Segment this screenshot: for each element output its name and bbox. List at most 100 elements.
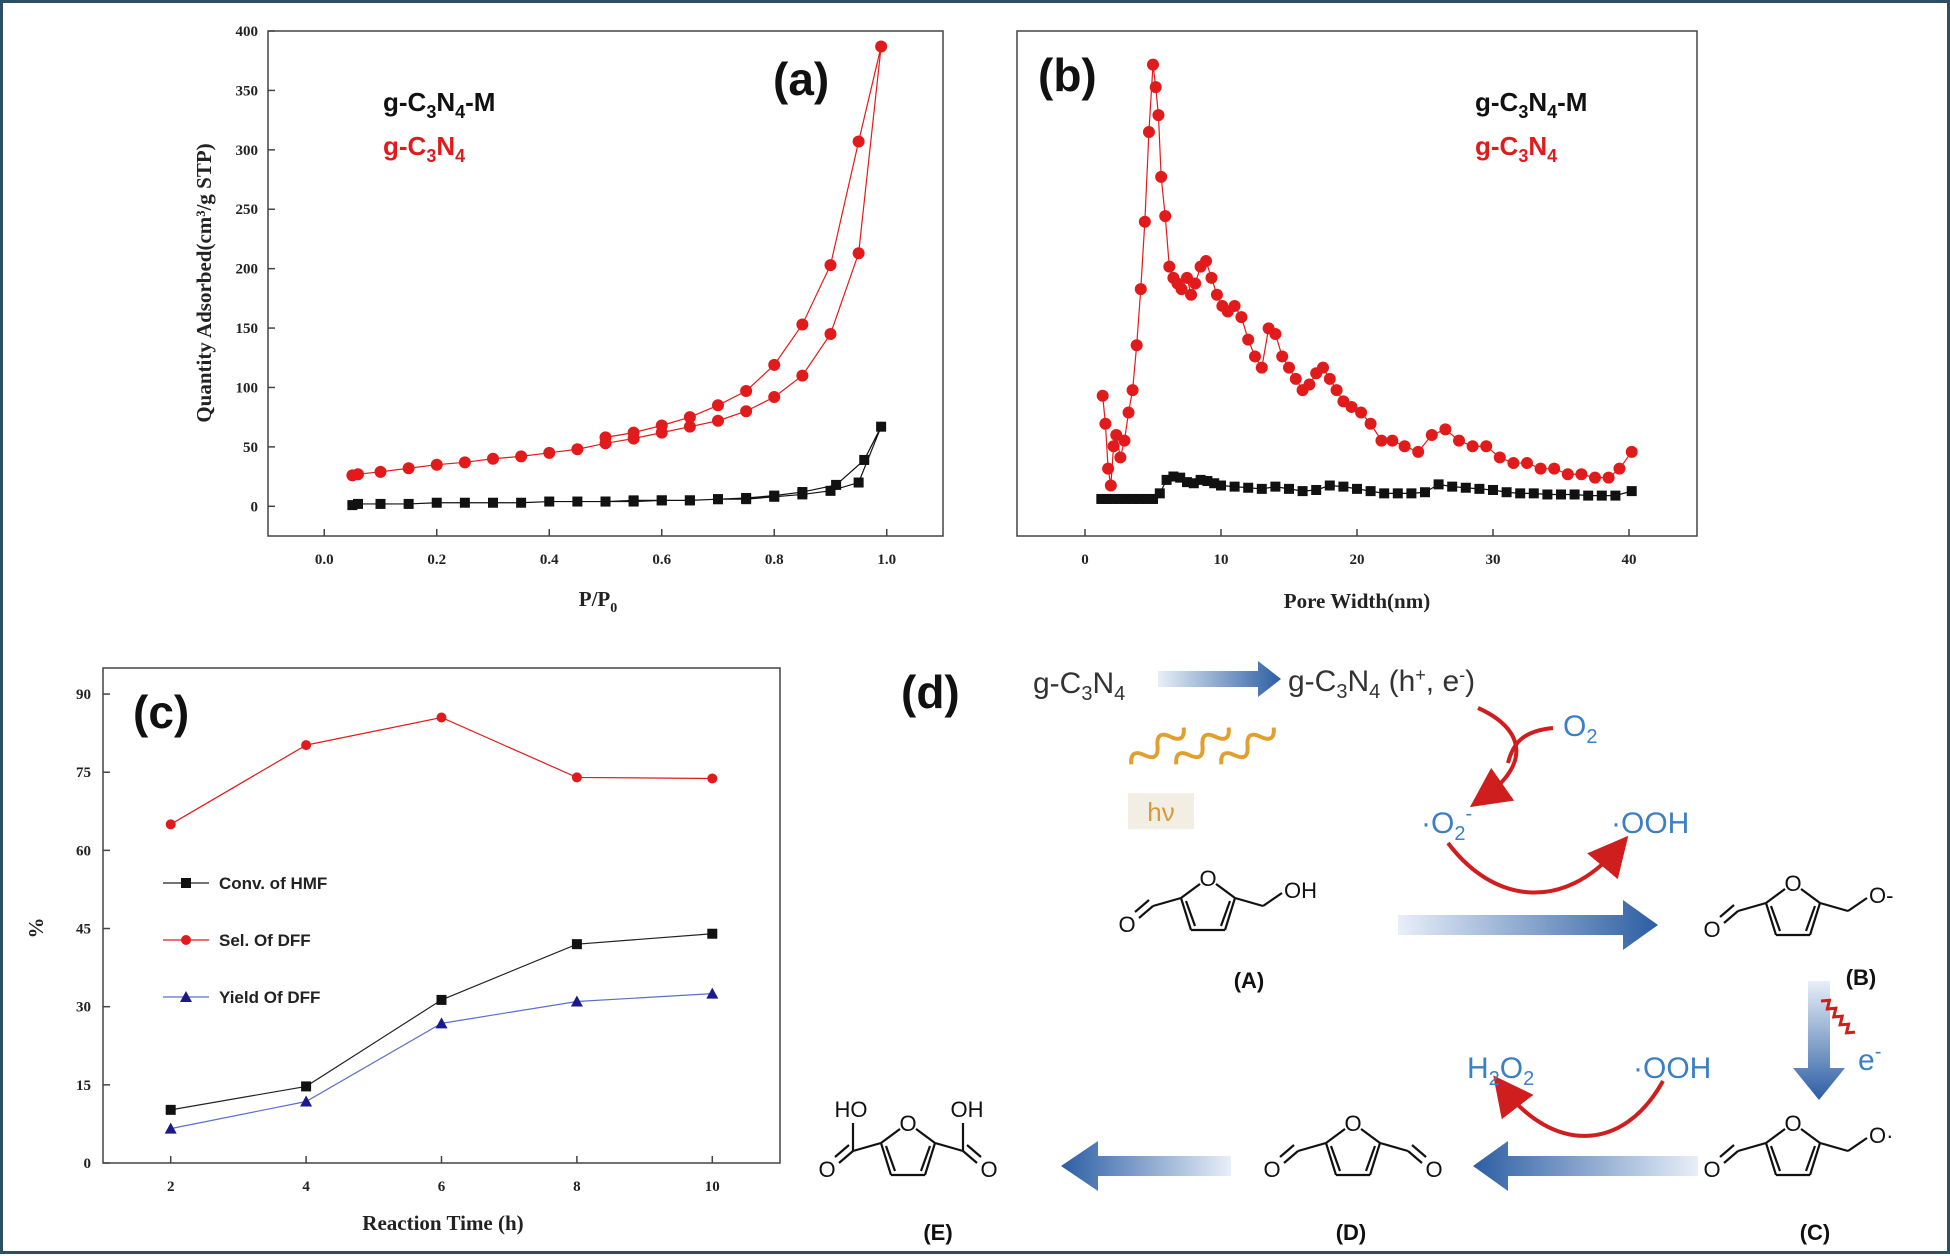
y-tick-label-a: 350: [236, 83, 259, 99]
data-point-b-black: [1626, 486, 1637, 497]
data-point-a-black: [572, 496, 583, 507]
methylene-bond: [1847, 897, 1868, 912]
legend-marker-c: [181, 878, 191, 888]
data-point-b-black: [1168, 471, 1179, 482]
series-c: [164, 712, 719, 1134]
data-point-b-red: [1303, 378, 1316, 391]
data-point-b-red: [1255, 361, 1268, 374]
x-tick-label-b: 10: [1214, 552, 1229, 568]
data-point-a-black: [825, 485, 836, 496]
ring-double-bond: [919, 1145, 932, 1172]
data-point-b-black: [1501, 487, 1512, 498]
panel-c: (c) 2 4 6 8 10 0 15 30 45 60 75 90 Conv. of HMF Sel.…: [24, 667, 781, 1235]
electron-label: e-: [1858, 1041, 1881, 1077]
x-tick-label-a: 1.0: [877, 552, 896, 568]
data-point-b-red: [1561, 468, 1574, 481]
y-tick-label-a: 100: [236, 380, 259, 396]
data-point-b-red: [1159, 210, 1172, 223]
data-point-b-black: [1202, 476, 1213, 487]
electron-transfer-arrow: [1793, 981, 1845, 1100]
compound-label-a: (A): [1234, 968, 1265, 993]
ring-oxygen-label: O: [1344, 1111, 1361, 1136]
hydroperoxyl-label-2: ·OOH: [1633, 1052, 1711, 1085]
axes-c: 2 4 6 8 10 0 15 30 45 60 75 90: [76, 687, 720, 1195]
ring-oxygen-bg: [898, 1113, 918, 1133]
carbonyl-double-bond: [1279, 1144, 1295, 1158]
substituent-bond: [1234, 896, 1264, 908]
data-point-b-red: [1155, 170, 1168, 183]
data-point-a-red: [571, 443, 584, 456]
data-point-a-black: [628, 495, 639, 506]
methylene-bond: [1847, 1137, 1868, 1152]
data-point-a-red: [458, 456, 471, 469]
data-point-b-black: [1107, 493, 1118, 504]
data-point-a-red: [824, 328, 837, 340]
data-point-c-blue: [300, 1095, 313, 1107]
data-point-a-black: [684, 495, 695, 506]
carbonyl-double-bond: [1719, 1144, 1735, 1158]
substituent-bond: [1152, 896, 1182, 908]
data-point-b-black: [1101, 493, 1112, 504]
x-tick-label-b: 30: [1486, 552, 1501, 568]
legend-marker-c: [181, 935, 191, 945]
y-axis-label-c: %: [24, 918, 48, 939]
panel-label-c: (c): [133, 686, 189, 738]
carbonyl-bond: [1138, 905, 1154, 919]
superoxide-to-hydroperoxyl-arrow: [1446, 835, 1629, 895]
data-point-b-black: [1392, 488, 1403, 499]
panel-a: (a) g-C3N4-M g-C3N4 0.0 0.2 0.4 0.6 0.8 1.0 0 5…: [192, 24, 944, 616]
data-point-b-black: [1127, 493, 1138, 504]
x-tick-label-a: 0.8: [765, 552, 784, 568]
substituent-bond: [1737, 901, 1767, 913]
data-point-b-red: [1118, 434, 1131, 447]
data-point-a-red: [852, 247, 865, 260]
data-point-b-red: [1200, 255, 1213, 268]
data-point-a-black: [375, 498, 386, 509]
panel-label-d: (d): [901, 666, 960, 718]
data-point-a-black: [797, 487, 808, 498]
data-point-a-red: [374, 465, 387, 478]
data-point-c-blue: [435, 1017, 448, 1029]
data-point-b-black: [1488, 484, 1498, 495]
data-point-b-black: [1148, 493, 1158, 504]
data-point-b-black: [1284, 483, 1294, 494]
data-point-b-black: [1243, 482, 1254, 493]
carbonyl-double-bond: [1719, 904, 1735, 918]
data-point-a-black: [516, 497, 527, 508]
data-point-b-black: [1610, 490, 1621, 501]
x-tick-label-c: 2: [167, 1179, 175, 1195]
legend-box-a: [343, 63, 523, 181]
data-point-b-black: [1114, 493, 1124, 504]
panel-label-b: (b): [1038, 49, 1097, 101]
legend-c: Conv. of HMF Sel. Of DFF Yield Of DFF: [163, 874, 327, 1007]
data-point-a-red: [768, 390, 781, 403]
ring-bond: [1368, 1142, 1382, 1176]
data-point-b-red: [1149, 81, 1162, 94]
data-point-b-red: [1439, 423, 1452, 436]
excitation-arrow: [1158, 661, 1281, 697]
x-axis-label-c: Reaction Time (h): [362, 1211, 523, 1235]
data-point-a-red: [852, 135, 865, 148]
ring-oxygen-label: O: [1784, 1111, 1801, 1136]
ring-oxygen-bg: [1783, 1113, 1803, 1133]
data-point-b-red: [1104, 479, 1117, 492]
legend-a-g-c3n4-m: g-C3N4-M: [383, 87, 495, 122]
hydroxyl-label: OH: [951, 1097, 984, 1122]
carbonyl-bond: [1283, 1150, 1299, 1164]
substituent-bond: [1819, 1141, 1849, 1153]
series-b: [1096, 58, 1638, 504]
data-point-c-blue: [164, 1122, 177, 1134]
data-point-b-red: [1507, 457, 1520, 470]
ring-bond: [879, 1142, 893, 1176]
oxygen-label: O2: [1563, 710, 1597, 748]
data-point-a-black: [713, 494, 723, 505]
data-point-b-red: [1099, 417, 1112, 430]
data-point-b-red: [1625, 445, 1638, 458]
data-point-b-black: [1324, 480, 1335, 491]
data-point-a-black: [347, 500, 358, 511]
light-label-box: [1128, 793, 1194, 829]
legend-b-g-c3n4: g-C3N4: [1475, 131, 1557, 166]
data-point-b-red: [1134, 283, 1147, 296]
ring-oxygen-label: O: [899, 1111, 916, 1136]
